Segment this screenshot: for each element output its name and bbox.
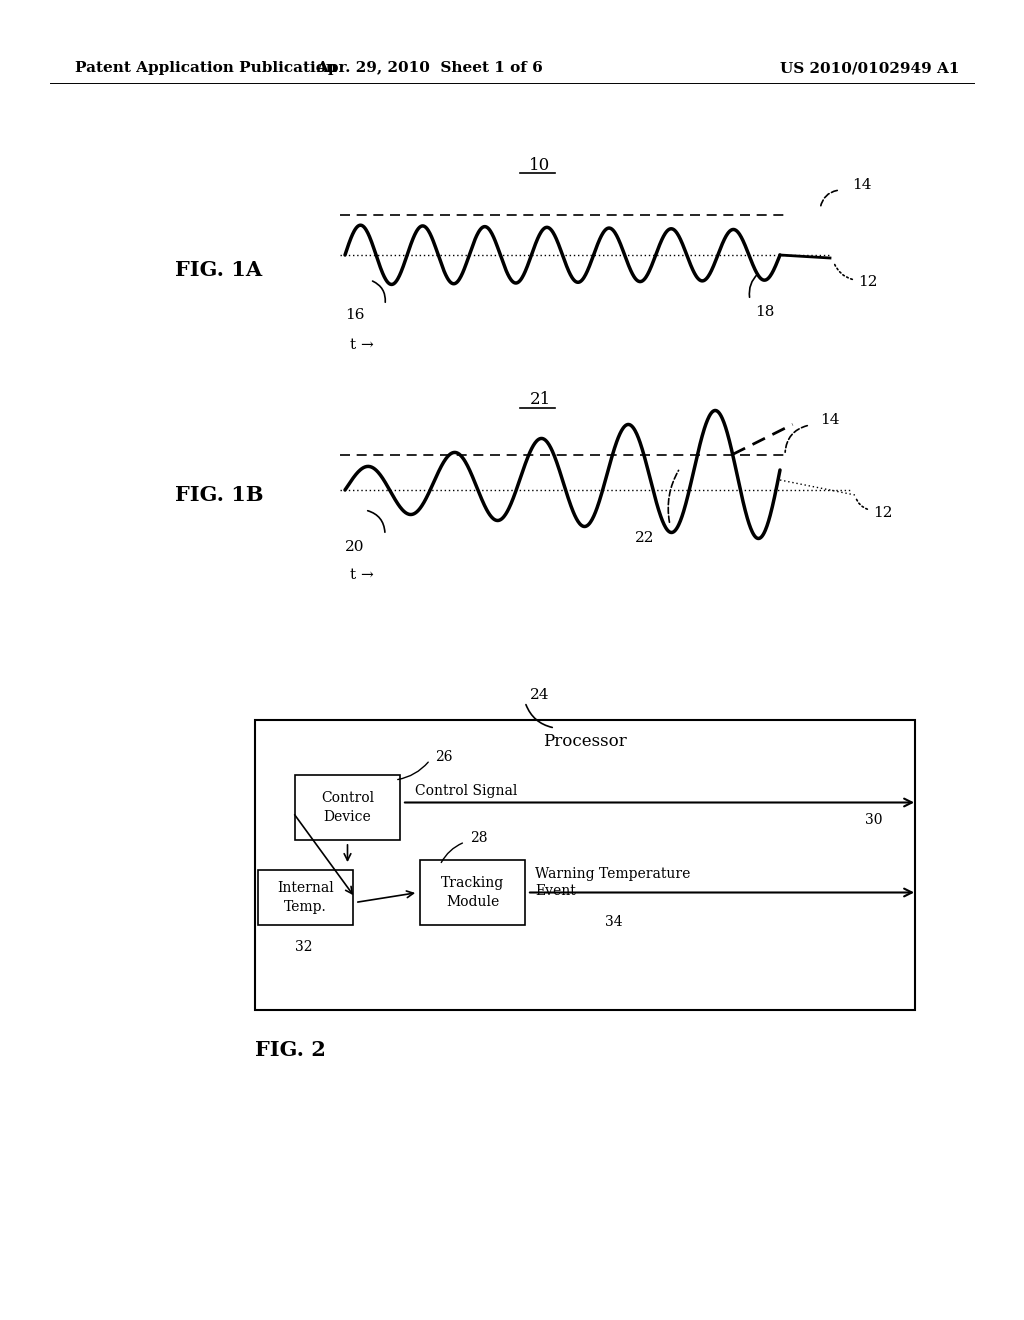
Text: Tracking
Module: Tracking Module (441, 876, 504, 908)
Text: 26: 26 (435, 750, 453, 764)
Text: 22: 22 (635, 531, 654, 545)
Text: US 2010/0102949 A1: US 2010/0102949 A1 (780, 61, 959, 75)
Text: Internal
Temp.: Internal Temp. (278, 882, 334, 913)
Text: Processor: Processor (543, 734, 627, 751)
Text: 21: 21 (529, 392, 551, 408)
Text: Patent Application Publication: Patent Application Publication (75, 61, 337, 75)
Text: 10: 10 (529, 157, 551, 173)
FancyBboxPatch shape (295, 775, 400, 840)
Text: 12: 12 (858, 275, 878, 289)
Text: t →: t → (350, 568, 374, 582)
Text: Control Signal: Control Signal (415, 784, 517, 797)
Text: Warning Temperature
Event: Warning Temperature Event (535, 867, 690, 898)
Text: 32: 32 (296, 940, 313, 954)
Text: 16: 16 (345, 308, 365, 322)
Text: t →: t → (350, 338, 374, 352)
Text: 24: 24 (530, 688, 550, 702)
Text: 18: 18 (755, 305, 774, 319)
Text: 30: 30 (865, 813, 883, 828)
Text: 14: 14 (852, 178, 871, 191)
Text: 20: 20 (345, 540, 365, 554)
Text: FIG. 1B: FIG. 1B (175, 484, 263, 506)
Text: FIG. 1A: FIG. 1A (175, 260, 262, 280)
Text: 34: 34 (605, 916, 623, 929)
FancyBboxPatch shape (420, 861, 525, 925)
Text: 12: 12 (873, 506, 893, 520)
FancyBboxPatch shape (255, 719, 915, 1010)
Text: FIG. 2: FIG. 2 (255, 1040, 326, 1060)
Text: 28: 28 (470, 832, 487, 845)
FancyBboxPatch shape (258, 870, 353, 925)
Text: 14: 14 (820, 413, 840, 426)
Text: Apr. 29, 2010  Sheet 1 of 6: Apr. 29, 2010 Sheet 1 of 6 (316, 61, 544, 75)
Text: Control
Device: Control Device (321, 791, 374, 824)
